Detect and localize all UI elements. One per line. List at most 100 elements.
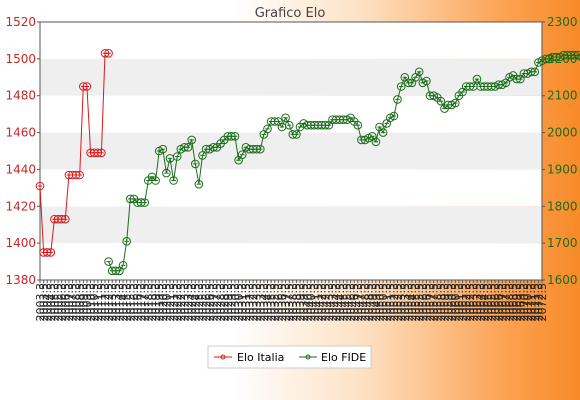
legend-marker-fide — [305, 354, 311, 360]
x-axis-tick-label: 2021.3 — [164, 283, 177, 322]
x-axis-tick-label: 2047.5 — [355, 283, 368, 322]
x-axis-tick-label: 2024.5 — [189, 283, 202, 322]
grid-band — [40, 22, 542, 59]
right-axis-tick-label: 2300 — [547, 15, 578, 29]
x-axis-tick-label: 2069.5 — [514, 283, 527, 322]
x-axis-tick-label: 2003.5 — [38, 283, 51, 322]
legend-label-italia: Elo Italia — [237, 351, 284, 364]
x-axis-tick-label: 2068.3 — [503, 283, 516, 322]
x-axis-tick-label: 2045.3 — [337, 283, 350, 322]
plot-background — [39, 21, 543, 281]
x-axis-tick-label: 2036.3 — [272, 283, 285, 322]
data-point — [263, 124, 272, 134]
grid-band — [40, 132, 542, 170]
x-axis-tick-label: 2023.3 — [178, 283, 191, 322]
x-axis-tick-label: 2003.3 — [34, 283, 47, 322]
x-axis-tick-label: 2065.3 — [482, 283, 495, 322]
data-point — [162, 168, 171, 178]
x-axis-tick-label: 2059.3 — [438, 283, 451, 322]
x-axis-tick-label: 2035.5 — [269, 283, 282, 322]
x-axis-tick-label: 2058.5 — [435, 283, 448, 322]
x-axis-tick-label: 2011.3 — [92, 283, 105, 322]
x-axis-tick-label: 2019.5 — [153, 283, 166, 322]
x-axis-tick-label: 2029.3 — [222, 283, 235, 322]
data-point — [140, 198, 149, 207]
x-axis-tick-label: 2055.5 — [413, 283, 426, 322]
plot-frame — [39, 21, 543, 281]
x-axis-tick-label: 2064.5 — [478, 283, 491, 322]
x-axis-tick-label: 2030.5 — [233, 283, 246, 322]
x-axis-tick-label: 2006.3 — [56, 283, 69, 322]
x-axis-tick-label: 2016.3 — [128, 283, 141, 322]
x-axis-tick-label: 2065.5 — [485, 283, 498, 322]
legend-label-fide: Elo FIDE — [321, 351, 366, 364]
x-axis-tick-label: 2022.3 — [171, 283, 184, 322]
x-axis-tick-label: 2030.3 — [229, 283, 242, 322]
x-axis-tick-label: 2052.3 — [388, 283, 401, 322]
x-axis-tick-label: 2070.3 — [518, 283, 531, 322]
x-axis-tick-label: 2031.3 — [236, 283, 249, 322]
x-axis-tick-label: 2027.3 — [207, 283, 220, 322]
x-axis-tick-label: 2015.3 — [121, 283, 134, 322]
x-axis-tick-label: 2025.5 — [197, 283, 210, 322]
legend: Elo Italia Elo FIDE — [207, 345, 372, 369]
x-axis-tick-label: 2008.3 — [70, 283, 83, 322]
data-point — [292, 130, 301, 139]
x-axis-tick-label: 2009.5 — [81, 283, 94, 322]
x-axis-tick-label: 2046.5 — [348, 283, 361, 322]
x-axis-tick-label: 2040.5 — [305, 283, 318, 322]
x-axis-tick-label: 2023.5 — [182, 283, 195, 322]
x-axis-tick-label: 2053.3 — [395, 283, 408, 322]
x-axis-tick-label: 2049.3 — [366, 283, 379, 322]
x-axis-tick-label: 2031.5 — [240, 283, 253, 322]
x-axis-tick-label: 2039.5 — [298, 283, 311, 322]
x-axis-tick-label: 2056.3 — [417, 283, 430, 322]
x-axis-tick-label: 2013.5 — [110, 283, 123, 322]
x-axis-tick-label: 2061.3 — [453, 283, 466, 322]
series-group — [35, 49, 580, 276]
data-point — [230, 132, 240, 141]
x-axis-tick-label: 2063.3 — [467, 283, 480, 322]
left-axis-tick-label: 1460 — [5, 126, 36, 140]
right-axis-tick-label: 1800 — [547, 199, 578, 213]
x-axis-tick-label: 2072.3 — [532, 283, 545, 322]
x-axis-tick-label: 2069.3 — [511, 283, 524, 322]
x-axis-tick-label: 2059.5 — [442, 283, 455, 322]
x-axis-tick-label: 2006.5 — [59, 283, 72, 322]
x-axis-tick-label: 2052.5 — [392, 283, 405, 322]
series-elo-fide — [104, 50, 580, 276]
x-axis-tick-label: 2025.3 — [193, 283, 206, 322]
data-point — [577, 53, 580, 61]
x-axis-tick-label: 2014.3 — [113, 283, 126, 322]
x-axis-tick-label: 2062.3 — [460, 283, 473, 322]
x-axis-tick-label: 2051.3 — [381, 283, 394, 322]
x-axis-tick-label: 2041.5 — [312, 283, 325, 322]
x-axis-tick-label: 2038.5 — [290, 283, 303, 322]
x-axis-tick-label: 2042.5 — [319, 283, 332, 322]
data-point — [237, 150, 247, 159]
data-point — [378, 128, 388, 137]
x-axis-tick-label: 2071.5 — [529, 283, 542, 322]
grid-band — [40, 95, 542, 133]
x-axis-tick-label: 2058.3 — [431, 283, 444, 322]
left-axis-tick-label: 1520 — [5, 15, 36, 29]
x-axis-tick-label: 2067.3 — [496, 283, 509, 322]
left-axis-ticks: 1380 1400 1420 1440 1460 1480 1500 1520 — [5, 15, 40, 287]
x-axis-tick-label: 2005.5 — [52, 283, 65, 322]
data-point — [122, 237, 131, 246]
x-axis-tick-label: 2050.3 — [373, 283, 386, 322]
x-axis-tick-label: 2061.5 — [457, 283, 470, 322]
data-point — [118, 261, 128, 270]
x-axis-tick-label: 2034.3 — [258, 283, 271, 322]
x-axis-tick-label: 2004.3 — [41, 283, 54, 322]
x-axis-tick-label: 2049.5 — [370, 283, 383, 322]
data-point — [35, 181, 45, 191]
x-axis-tick-label: 2035.3 — [265, 283, 278, 322]
x-axis-tick-label: 2066.3 — [489, 283, 502, 322]
x-axis-tick-label: 2005.3 — [48, 283, 61, 322]
data-point — [194, 179, 204, 189]
data-point — [97, 148, 106, 158]
x-axis-tick-label: 2026.3 — [200, 283, 213, 322]
x-axis-tick-label: 2028.5 — [218, 283, 231, 322]
